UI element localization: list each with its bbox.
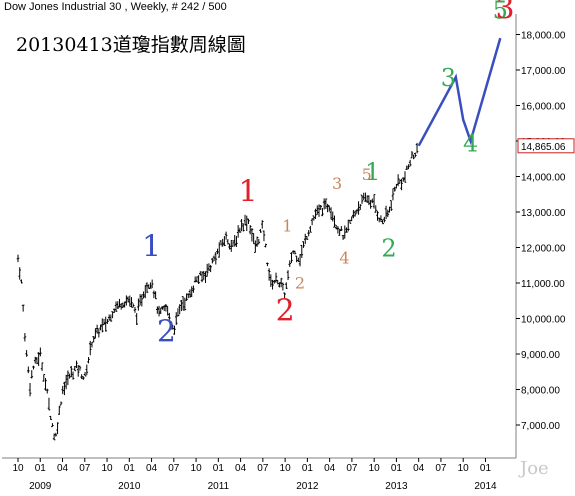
x-tick-label: 07	[79, 463, 91, 474]
wave-label: 1	[142, 229, 161, 264]
wave-label: 4	[463, 130, 478, 158]
wave-label: 5	[493, 0, 508, 25]
x-year-label: 2010	[118, 481, 141, 492]
x-tick-label: 07	[168, 463, 180, 474]
x-tick-label: 01	[391, 463, 403, 474]
wave-label: 2	[295, 273, 305, 292]
wave-label: 3	[332, 174, 342, 193]
y-tick-label: 8,000.00	[521, 386, 560, 397]
wave-label: 1	[238, 174, 257, 209]
x-tick-label: 01	[124, 463, 136, 474]
x-tick-label: 01	[302, 463, 314, 474]
y-tick-label: 13,000.00	[521, 208, 566, 219]
wave-label: 2	[276, 293, 295, 328]
x-tick-label: 10	[12, 463, 24, 474]
chart-title: 20130413道瓊指數周線圖	[16, 34, 246, 56]
wave-label: 3	[495, 0, 514, 27]
x-tick-label: 01	[213, 463, 225, 474]
wave-label: 2	[381, 234, 396, 262]
wave-label: 1	[365, 158, 380, 186]
x-tick-label: 07	[346, 463, 358, 474]
wave-label: 4	[339, 248, 349, 267]
x-tick-label: 10	[280, 463, 292, 474]
x-tick-label: 07	[257, 463, 269, 474]
x-tick-label: 10	[191, 463, 203, 474]
wave-label: 5	[362, 165, 372, 184]
x-year-label: 2009	[29, 481, 52, 492]
x-year-label: 2014	[474, 481, 497, 492]
x-tick-label: 10	[101, 463, 113, 474]
x-tick-label: 07	[435, 463, 447, 474]
y-tick-label: 11,000.00	[521, 279, 565, 290]
last-price-label: 14,865.06	[521, 142, 566, 153]
x-year-label: 2013	[385, 481, 408, 492]
last-price-box	[517, 138, 575, 154]
wave-label: 2	[157, 315, 176, 350]
y-tick-label: 12,000.00	[521, 244, 566, 255]
x-tick-label: 01	[35, 463, 47, 474]
y-tick-label: 14,000.00	[521, 173, 566, 184]
y-tick-label: 16,000.00	[521, 102, 566, 113]
y-tick-label: 7,000.00	[521, 421, 560, 432]
x-tick-label: 04	[235, 463, 247, 474]
author-signature: Joe	[520, 458, 549, 479]
instrument-header: Dow Jones Industrial 30 , Weekly, # 242 …	[4, 1, 227, 13]
x-tick-label: 04	[146, 463, 158, 474]
x-tick-label: 04	[57, 463, 69, 474]
x-tick-label: 04	[413, 463, 425, 474]
x-tick-label: 01	[480, 463, 492, 474]
x-tick-label: 10	[369, 463, 381, 474]
x-tick-label: 10	[458, 463, 470, 474]
wave-label: 1	[282, 217, 292, 236]
y-tick-label: 9,000.00	[521, 350, 560, 361]
x-tick-label: 04	[324, 463, 336, 474]
wave-label: 3	[441, 64, 456, 92]
y-tick-label: 18,000.00	[521, 31, 566, 42]
projection-line	[417, 37, 502, 147]
y-tick-label: 10,000.00	[521, 315, 566, 326]
x-year-label: 2012	[296, 481, 319, 492]
y-tick-label: 17,000.00	[521, 66, 566, 77]
x-year-label: 2011	[208, 481, 230, 492]
